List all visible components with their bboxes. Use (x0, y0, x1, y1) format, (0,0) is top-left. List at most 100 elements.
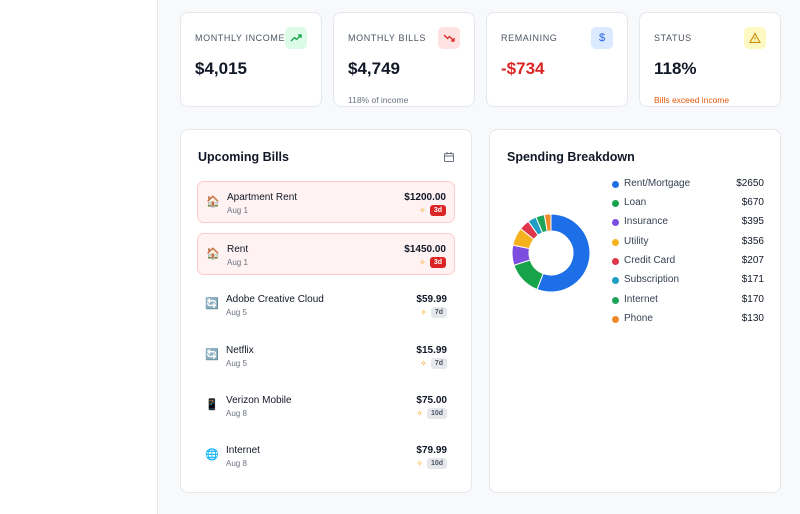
legend-value: $356 (741, 236, 764, 247)
bill-name: Adobe Creative Cloud (226, 294, 324, 305)
bill-row-apartment-rent[interactable]: 🏠 Apartment Rent Aug 1 $1200.00 ✧ 3d (197, 181, 455, 223)
legend-label: Credit Card (624, 255, 676, 266)
bill-meta: ✧ 10d (416, 408, 447, 419)
legend-value: $130 (741, 313, 764, 324)
bill-name: Rent (227, 244, 249, 255)
legend-dot (612, 277, 619, 284)
sparkle-icon: ✧ (416, 408, 423, 418)
legend-item: Utility $356 (610, 236, 766, 250)
refresh-icon: 🔄 (205, 298, 219, 310)
stat-label: Remaining (501, 33, 558, 43)
bill-row-adobe-creative-cloud[interactable]: 🔄 Adobe Creative Cloud Aug 5 $59.99 ✧ 7d (197, 284, 455, 326)
legend-value: $207 (741, 255, 764, 266)
legend-label: Internet (624, 294, 658, 305)
legend-item: Subscription $171 (610, 274, 766, 288)
upcoming-bills-card: Upcoming Bills 🏠 Apartment Rent Aug 1 $1… (180, 129, 472, 493)
legend-value: $170 (741, 294, 764, 305)
stat-label: Monthly Income (195, 33, 286, 43)
bill-amount: $59.99 (416, 294, 447, 305)
bill-date: Aug 8 (226, 459, 247, 468)
legend-dot (612, 181, 619, 188)
stat-label: Monthly Bills (348, 33, 426, 43)
legend-label: Rent/Mortgage (624, 178, 691, 189)
sparkle-icon: ✧ (419, 205, 426, 215)
legend-item: Loan $670 (610, 197, 766, 211)
stat-subtext: 118% of income (348, 95, 409, 105)
legend-value: $395 (741, 216, 764, 227)
stat-label: Status (654, 33, 692, 43)
dollar-icon: $ (591, 27, 613, 49)
bill-date: Aug 5 (226, 308, 247, 317)
bill-row-netflix[interactable]: 🔄 Netflix Aug 5 $15.99 ✧ 7d (197, 335, 455, 377)
legend-dot (612, 297, 619, 304)
legend-item: Insurance $395 (610, 216, 766, 230)
legend-item: Rent/Mortgage $2650 (610, 178, 766, 192)
bill-meta: ✧ 7d (420, 307, 447, 318)
legend-value: $171 (741, 274, 764, 285)
legend-dot (612, 258, 619, 265)
days-badge: 3d (429, 205, 446, 216)
donut-slice-rent-mortgage[interactable] (536, 213, 591, 293)
card-title: Upcoming Bills (198, 150, 289, 164)
warning-icon (744, 27, 766, 49)
bill-row-verizon-mobile[interactable]: 📱 Verizon Mobile Aug 8 $75.00 ✧ 10d (197, 385, 455, 427)
donut-slice-loan[interactable] (513, 259, 544, 291)
phone-icon: 📱 (205, 399, 219, 411)
sparkle-icon: ✧ (420, 358, 427, 368)
bill-date: Aug 5 (226, 359, 247, 368)
sparkle-icon: ✧ (420, 307, 427, 317)
trending-up-icon (285, 27, 307, 49)
stat-value: $4,015 (195, 59, 247, 78)
days-badge: 7d (430, 307, 447, 318)
bill-amount: $15.99 (416, 345, 447, 356)
main-content: Monthly Income $4,015 Monthly Bills $4,7… (158, 0, 800, 514)
legend-dot (612, 316, 619, 323)
spending-breakdown-card: Spending Breakdown Rent/Mortgage $2650 L… (489, 129, 781, 493)
days-badge: 3d (429, 257, 446, 268)
legend-item: Credit Card $207 (610, 255, 766, 269)
calendar-icon[interactable] (443, 150, 455, 168)
stat-card-remaining: Remaining $ -$734 (486, 12, 628, 107)
legend-dot (612, 200, 619, 207)
stat-card-monthly-income: Monthly Income $4,015 (180, 12, 322, 107)
bill-name: Apartment Rent (227, 192, 298, 203)
sidebar (0, 0, 158, 514)
house-icon: 🏠 (206, 196, 220, 208)
days-badge: 10d (426, 408, 447, 419)
bill-meta: ✧ 3d (419, 257, 446, 268)
legend-label: Insurance (624, 216, 668, 227)
bill-amount: $1200.00 (404, 192, 446, 203)
days-badge: 10d (426, 458, 447, 469)
legend-label: Utility (624, 236, 649, 247)
donut-slice-phone[interactable] (543, 213, 552, 232)
bill-meta: ✧ 10d (416, 458, 447, 469)
sparkle-icon: ✧ (416, 458, 423, 468)
bill-date: Aug 1 (227, 258, 248, 267)
bill-row-rent[interactable]: 🏠 Rent Aug 1 $1450.00 ✧ 3d (197, 233, 455, 275)
legend-label: Loan (624, 197, 647, 208)
legend-dot (612, 239, 619, 246)
days-badge: 7d (430, 358, 447, 369)
refresh-icon: 🔄 (205, 349, 219, 361)
bill-name: Internet (226, 445, 260, 456)
stat-value: $4,749 (348, 59, 400, 78)
bill-amount: $79.99 (416, 445, 447, 456)
legend-label: Subscription (624, 274, 680, 285)
spending-donut-chart (511, 213, 591, 293)
bill-name: Verizon Mobile (226, 395, 292, 406)
legend-value: $670 (741, 197, 764, 208)
bill-row-internet[interactable]: 🌐 Internet Aug 8 $79.99 ✧ 10d (197, 435, 455, 477)
bill-date: Aug 8 (226, 409, 247, 418)
bill-date: Aug 1 (227, 206, 248, 215)
legend-item: Internet $170 (610, 294, 766, 308)
bill-amount: $1450.00 (404, 244, 446, 255)
legend-item: Phone $130 (610, 313, 766, 327)
stat-card-status: Status 118% Bills exceed income (639, 12, 781, 107)
stat-subtext: Bills exceed income (654, 95, 730, 105)
legend-label: Phone (624, 313, 653, 324)
stat-value: 118% (654, 59, 697, 78)
trending-down-icon (438, 27, 460, 49)
card-title: Spending Breakdown (507, 150, 635, 164)
bill-name: Netflix (226, 345, 254, 356)
bill-meta: ✧ 3d (419, 205, 446, 216)
